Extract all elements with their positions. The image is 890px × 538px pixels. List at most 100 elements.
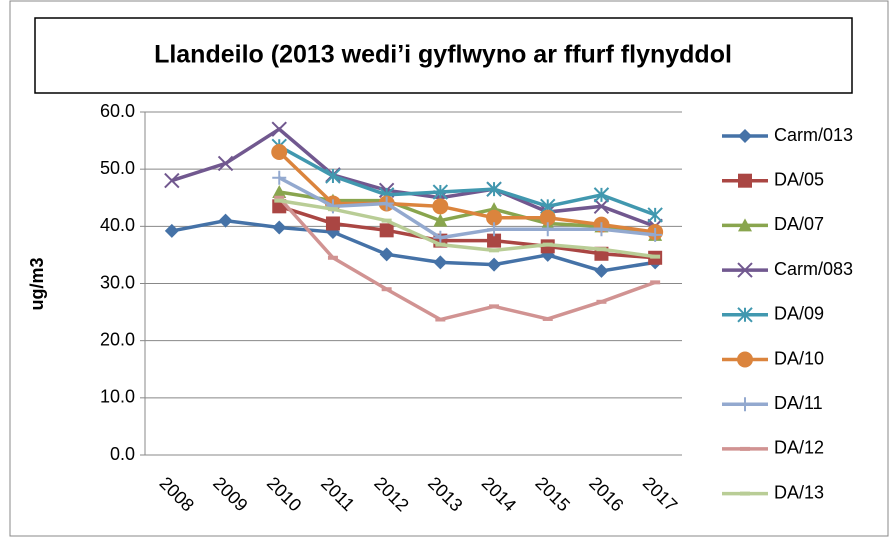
- marker: [647, 207, 663, 223]
- marker: [487, 233, 502, 248]
- marker-shape: [647, 207, 663, 223]
- marker-shape: [217, 155, 234, 172]
- marker-shape: [432, 184, 449, 200]
- series-line: [278, 150, 656, 234]
- marker: [594, 263, 609, 278]
- legend-label: Carm/083: [774, 259, 853, 279]
- marker-shape: [738, 173, 752, 188]
- marker-shape: [593, 187, 610, 203]
- marker: [738, 173, 752, 188]
- y-tick-label: 30.0: [100, 272, 135, 292]
- marker-shape: [737, 262, 753, 278]
- marker: [738, 129, 752, 143]
- marker-shape: [486, 209, 503, 226]
- marker-shape: [738, 218, 752, 232]
- marker-shape: [433, 255, 448, 270]
- marker: [738, 218, 752, 232]
- legend-label: DA/13: [774, 482, 824, 502]
- marker-shape: [379, 196, 394, 211]
- legend-label: DA/10: [774, 348, 824, 368]
- marker-shape: [540, 222, 555, 237]
- marker-shape: [433, 213, 448, 227]
- marker: [325, 216, 340, 231]
- marker-shape: [432, 198, 449, 215]
- marker: [486, 209, 503, 226]
- marker: [272, 185, 287, 199]
- marker: [433, 213, 448, 227]
- marker-shape: [325, 168, 341, 184]
- marker-shape: [164, 223, 179, 238]
- marker: [737, 262, 753, 278]
- marker-shape: [433, 230, 448, 245]
- y-tick-label: 40.0: [100, 215, 135, 235]
- marker-shape: [486, 181, 502, 197]
- marker: [379, 223, 394, 238]
- marker-shape: [164, 172, 180, 189]
- series-line: [171, 218, 656, 273]
- marker: [217, 155, 234, 172]
- marker-shape: [738, 129, 752, 143]
- marker: [540, 222, 555, 237]
- marker: [433, 255, 448, 270]
- marker: [593, 187, 610, 203]
- marker-shape: [737, 307, 753, 323]
- series-line: [277, 196, 656, 322]
- marker: [379, 247, 394, 262]
- marker-shape: [379, 223, 394, 238]
- series-line: [278, 176, 656, 240]
- marker: [594, 222, 609, 237]
- marker: [272, 220, 287, 235]
- y-tick-label: 20.0: [100, 329, 135, 349]
- y-tick-label: 60.0: [100, 101, 135, 121]
- marker: [379, 196, 394, 211]
- marker: [218, 213, 233, 228]
- marker: [487, 257, 502, 272]
- marker: [325, 168, 341, 184]
- marker: [738, 397, 752, 412]
- marker-shape: [271, 121, 287, 137]
- marker: [593, 198, 610, 215]
- marker-shape: [593, 198, 610, 215]
- marker-shape: [648, 227, 663, 242]
- legend-label: DA/09: [774, 304, 824, 324]
- marker: [271, 121, 287, 137]
- marker: [164, 223, 179, 238]
- title-box: [34, 17, 853, 94]
- marker-shape: [737, 351, 753, 368]
- marker: [164, 172, 180, 189]
- marker: [737, 307, 753, 323]
- marker: [271, 144, 288, 161]
- marker-shape: [325, 216, 340, 231]
- marker: [433, 230, 448, 245]
- series-line: [278, 190, 656, 237]
- marker-shape: [272, 220, 287, 235]
- marker-shape: [272, 185, 287, 199]
- marker: [486, 181, 502, 197]
- marker-shape: [487, 233, 502, 248]
- marker: [432, 184, 449, 200]
- marker-shape: [594, 222, 609, 237]
- y-axis-label: ug/m3: [27, 257, 47, 310]
- y-tick-label: 50.0: [100, 158, 135, 178]
- y-tick-label: 0.0: [110, 444, 135, 464]
- marker: [648, 227, 663, 242]
- marker-shape: [539, 209, 556, 226]
- marker-shape: [487, 257, 502, 272]
- legend-label: DA/11: [774, 393, 823, 413]
- marker-shape: [379, 247, 394, 262]
- marker-shape: [487, 222, 502, 237]
- marker: [432, 198, 449, 215]
- marker: [487, 222, 502, 237]
- legend-label: DA/05: [774, 169, 824, 189]
- chart-title: Llandeilo (2013 wedi’i gyflwyno ar ffurf…: [154, 41, 732, 69]
- legend-label: Carm/013: [774, 125, 853, 145]
- marker-shape: [738, 397, 752, 412]
- marker: [272, 170, 287, 185]
- y-tick-label: 10.0: [100, 387, 135, 407]
- series-line: [278, 204, 656, 260]
- marker-shape: [272, 170, 287, 185]
- marker: [737, 351, 753, 368]
- series-line: [278, 144, 656, 217]
- marker: [539, 209, 556, 226]
